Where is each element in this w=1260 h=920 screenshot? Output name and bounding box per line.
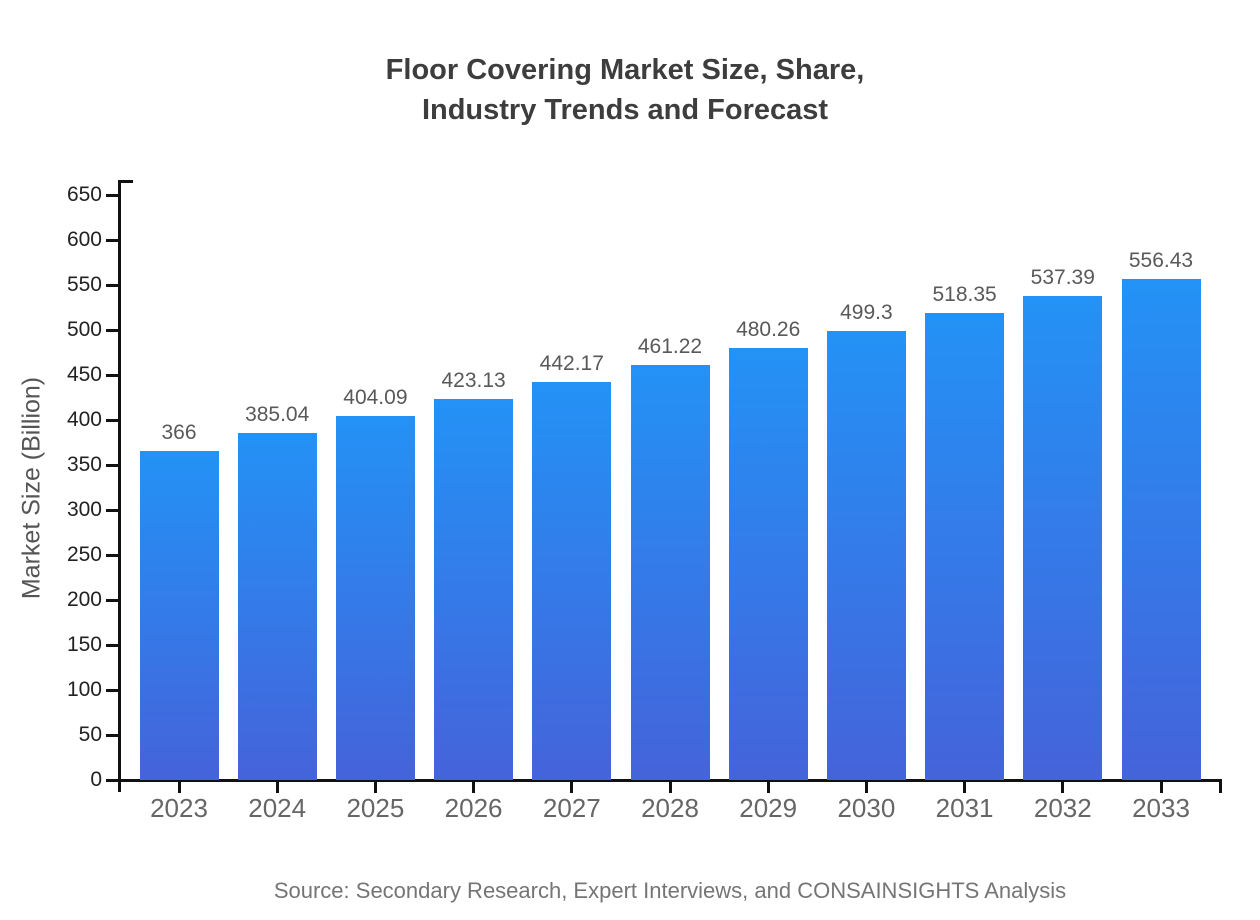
y-tick-label: 250	[66, 543, 102, 566]
bar	[728, 347, 808, 780]
bar-value-label: 480.26	[736, 317, 801, 341]
x-tick-label: 2030	[837, 793, 896, 823]
x-tick-label: 2023	[150, 793, 208, 823]
x-tick-label: 2029	[739, 793, 798, 823]
x-tick-label: 2031	[935, 793, 994, 823]
bar-value-label: 461.22	[637, 334, 703, 358]
x-tick-mark	[766, 781, 770, 793]
y-tick-mark	[106, 283, 118, 287]
bar	[925, 313, 1005, 780]
page-title-line-1: Floor Covering Market Size, Share,	[385, 54, 865, 86]
x-tick-mark	[570, 781, 574, 793]
bar-value-label: 537.39	[1030, 266, 1095, 290]
bar-value-label: 385.04	[245, 403, 310, 427]
y-tick-mark	[106, 328, 118, 332]
y-tick-label: 200	[66, 588, 102, 611]
x-tick-mark	[177, 781, 181, 793]
x-tick-mark	[668, 781, 672, 793]
x-tick-mark	[864, 781, 868, 793]
bar-value-label: 518.35	[932, 283, 997, 307]
x-tick-label: 2026	[444, 793, 503, 823]
x-tick-mark	[1061, 781, 1065, 793]
y-tick-label: 350	[66, 453, 102, 476]
bar	[1121, 279, 1201, 780]
y-tick-label: 0	[90, 768, 102, 791]
y-tick-label: 50	[78, 723, 102, 746]
x-tick-label: 2025	[346, 793, 405, 823]
bar-value-label: 442.17	[539, 352, 604, 376]
x-tick-label: 2032	[1033, 793, 1092, 823]
y-tick-label: 400	[66, 408, 102, 431]
y-tick-mark	[106, 463, 118, 467]
y-tick-label: 100	[66, 678, 102, 701]
y-tick-label: 450	[66, 363, 102, 386]
y-tick-label: 500	[66, 318, 102, 341]
page-title: Floor Covering Market Size, Share, Indus…	[386, 50, 865, 130]
x-tick-label: 2027	[542, 793, 601, 823]
y-tick-label: 150	[66, 633, 102, 656]
x-tick-mark	[963, 781, 967, 793]
y-tick-mark	[106, 733, 118, 737]
x-tick-mark	[275, 781, 279, 793]
bar	[826, 330, 906, 780]
y-tick-mark	[106, 193, 118, 197]
bar	[1023, 296, 1103, 780]
y-tick-mark	[106, 643, 118, 647]
bar-value-label: 556.43	[1128, 249, 1194, 273]
bar	[532, 382, 612, 780]
y-axis-end-cap	[121, 180, 133, 183]
x-axis-end-tick	[1219, 781, 1222, 793]
source-note: Source: Secondary Research, Expert Inter…	[273, 878, 1067, 903]
y-tick-mark	[106, 553, 118, 557]
bar-value-label: 366	[161, 420, 197, 444]
x-tick-mark	[472, 781, 476, 793]
x-tick-label: 2028	[641, 793, 699, 823]
y-tick-label: 650	[66, 183, 102, 206]
x-tick-label: 2033	[1132, 793, 1190, 823]
page-title-line-2: Industry Trends and Forecast	[421, 94, 829, 126]
x-tick-mark	[373, 781, 377, 793]
y-tick-mark	[106, 598, 118, 602]
bar-value-label: 499.3	[840, 300, 893, 324]
bar-value-label: 404.09	[343, 386, 408, 410]
x-tick-label: 2024	[248, 793, 307, 823]
bar	[434, 399, 514, 780]
x-tick-mark	[1159, 781, 1163, 793]
y-tick-mark	[106, 238, 118, 242]
bar	[139, 450, 219, 780]
y-tick-label: 600	[66, 228, 102, 251]
bar	[335, 416, 415, 780]
y-tick-mark	[106, 778, 118, 782]
y-tick-mark	[106, 688, 118, 692]
y-tick-label: 550	[66, 273, 102, 296]
bar	[237, 433, 317, 780]
y-tick-mark	[106, 418, 118, 422]
bar-value-label: 423.13	[441, 369, 506, 393]
y-axis-line	[118, 180, 121, 792]
y-tick-mark	[106, 373, 118, 377]
y-tick-mark	[106, 508, 118, 512]
bar	[630, 364, 710, 780]
y-tick-label: 300	[66, 498, 102, 521]
x-axis-line	[118, 779, 1222, 782]
